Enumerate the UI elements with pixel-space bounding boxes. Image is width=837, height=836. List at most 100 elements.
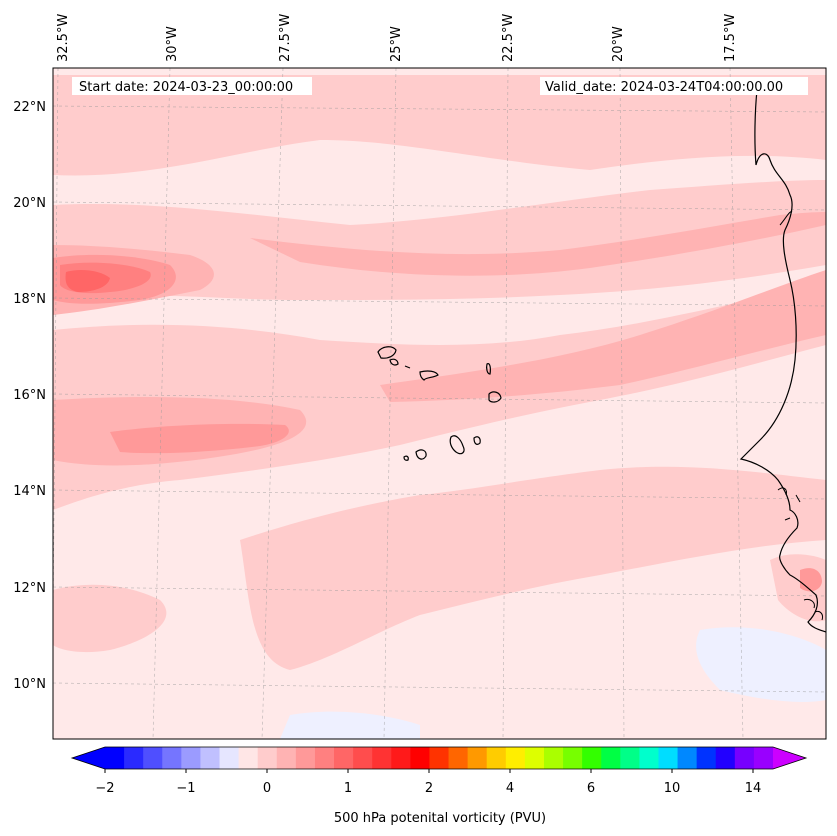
gridline-lon bbox=[261, 68, 284, 739]
pv-core-upper-arc bbox=[250, 212, 826, 276]
lon-label: 30°W bbox=[165, 26, 180, 62]
pv-max-band-outer bbox=[110, 423, 289, 454]
colorbar-cell bbox=[753, 747, 774, 769]
lat-label: 10°N bbox=[13, 677, 46, 692]
longitude-labels: 32.5°W 30°W 27.5°W 25°W 22.5°W 20°W 17.5… bbox=[56, 14, 738, 62]
lat-label: 22°N bbox=[13, 100, 46, 115]
colorbar-cell bbox=[601, 747, 621, 769]
colorbar-cell bbox=[677, 747, 698, 769]
colorbar-cell bbox=[181, 747, 201, 769]
lon-label: 32.5°W bbox=[56, 14, 71, 62]
pv-band-upper bbox=[53, 180, 826, 300]
island-sao-nicolau bbox=[419, 370, 439, 381]
island-santo-antao bbox=[377, 346, 397, 359]
coastline-africa bbox=[739, 89, 826, 633]
lon-label: 25°W bbox=[389, 26, 404, 62]
valid-date-label: Valid_date: 2024-03-24T04:00:00.00 bbox=[545, 80, 783, 95]
gridline-lat bbox=[53, 489, 826, 500]
gridline-lon bbox=[502, 68, 509, 739]
gridline-lat bbox=[53, 586, 826, 597]
colorbar-cells bbox=[105, 747, 774, 769]
colorbar-tick-label: 0 bbox=[263, 781, 271, 796]
island-santa-luzia bbox=[404, 365, 411, 369]
colorbar-under-arrow bbox=[72, 747, 105, 769]
gridline-lon bbox=[729, 68, 744, 739]
pv-max-west-inner bbox=[65, 270, 110, 292]
colorbar-cell bbox=[429, 747, 450, 769]
colorbar-cell bbox=[467, 747, 488, 769]
colorbar-tick-label: 1 bbox=[344, 781, 352, 796]
pv-negative-patches bbox=[280, 627, 826, 739]
gridline-lat bbox=[53, 297, 826, 307]
colorbar-cell bbox=[505, 747, 526, 769]
latitude-labels: 22°N 20°N 18°N 16°N 14°N 12°N 10°N bbox=[13, 100, 46, 692]
pv-level-5-contours bbox=[65, 270, 110, 292]
colorbar-cell bbox=[639, 747, 659, 769]
colorbar-cell bbox=[143, 747, 163, 769]
colorbar-cell bbox=[353, 747, 373, 769]
colorbar-cell bbox=[334, 747, 354, 769]
gridline-lat bbox=[53, 393, 826, 404]
colorbar-tick-label: 10 bbox=[664, 781, 681, 796]
colorbar-cell bbox=[582, 747, 602, 769]
colorbar-cell bbox=[314, 747, 335, 769]
colorbar-cell bbox=[658, 747, 679, 769]
colorbar-cell bbox=[295, 747, 316, 769]
gridlines bbox=[53, 68, 826, 739]
colorbar-cell bbox=[391, 747, 411, 769]
colorbar-tick-label: 4 bbox=[506, 781, 514, 796]
island-sal bbox=[486, 363, 491, 375]
start-date-box bbox=[72, 77, 312, 95]
lon-label: 22.5°W bbox=[501, 14, 516, 62]
pv-core-central bbox=[380, 270, 826, 402]
coastline-detail bbox=[777, 211, 823, 621]
colorbar-cell bbox=[105, 747, 125, 769]
lat-label: 12°N bbox=[13, 581, 46, 596]
colorbar-cell bbox=[543, 747, 564, 769]
colorbar-tick-label: −1 bbox=[176, 781, 195, 796]
start-date-label: Start date: 2024-03-23_00:00:00 bbox=[79, 80, 293, 95]
lat-label: 14°N bbox=[13, 484, 46, 499]
gridline-lat bbox=[53, 201, 826, 211]
colorbar-cell bbox=[238, 747, 259, 769]
gridline-lat bbox=[53, 682, 826, 693]
colorbar-cell bbox=[486, 747, 507, 769]
islands-cape-verde bbox=[377, 346, 502, 461]
colorbar-over-arrow bbox=[773, 747, 806, 769]
colorbar-cell bbox=[276, 747, 297, 769]
pv-band-south bbox=[240, 466, 826, 670]
colorbar-cell bbox=[219, 747, 240, 769]
colorbar-cell bbox=[563, 747, 583, 769]
valid-date-box bbox=[540, 77, 808, 95]
pv-band-southwest bbox=[53, 584, 167, 653]
island-brava bbox=[403, 455, 409, 461]
colorbar-cell bbox=[162, 747, 182, 769]
lat-label: 16°N bbox=[13, 388, 46, 403]
colorbar-cell bbox=[715, 747, 736, 769]
colorbar-tick-label: 14 bbox=[745, 781, 762, 796]
colorbar-ticks: −2 −1 0 1 2 4 6 10 14 bbox=[95, 769, 761, 796]
map-panel: Start date: 2024-03-23_00:00:00 Valid_da… bbox=[53, 68, 826, 739]
lon-label: 17.5°W bbox=[723, 14, 738, 62]
colorbar-cell bbox=[410, 747, 430, 769]
pv-band-north bbox=[53, 75, 826, 176]
island-maio bbox=[473, 436, 481, 445]
colorbar-tick-label: −2 bbox=[95, 781, 114, 796]
colorbar-label: 500 hPa potenital vorticity (PVU) bbox=[334, 811, 546, 826]
colorbar-tick-label: 2 bbox=[425, 781, 433, 796]
colorbar-cell bbox=[257, 747, 278, 769]
colorbar-cell bbox=[734, 747, 755, 769]
lat-label: 18°N bbox=[13, 292, 46, 307]
pv-neg-patch-east bbox=[696, 627, 826, 702]
island-sao-vicente bbox=[389, 358, 399, 366]
lat-label: 20°N bbox=[13, 196, 46, 211]
gridline-lon bbox=[383, 68, 397, 739]
gridline-lon bbox=[152, 68, 171, 739]
island-boa-vista bbox=[488, 391, 502, 403]
island-fogo bbox=[415, 449, 427, 460]
map-frame bbox=[52, 67, 827, 740]
colorbar: −2 −1 0 1 2 4 6 10 14 500 hPa potenital vorticit… bbox=[70, 746, 808, 826]
lon-label: 20°W bbox=[611, 26, 626, 62]
gridline-lat bbox=[53, 105, 826, 113]
lon-label: 27.5°W bbox=[278, 14, 293, 62]
